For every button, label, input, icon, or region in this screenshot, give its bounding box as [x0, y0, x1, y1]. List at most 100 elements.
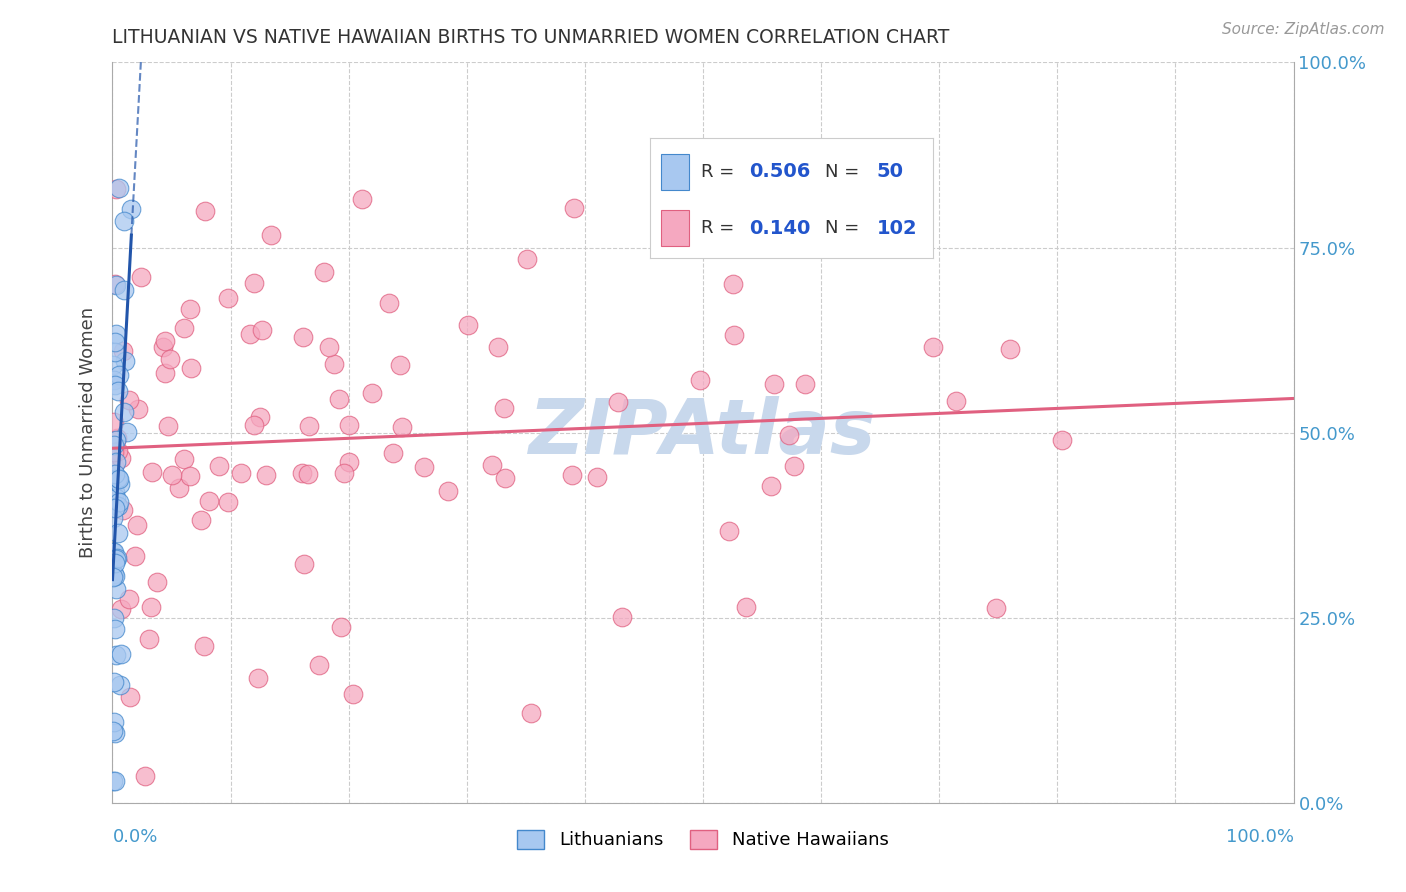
- Point: [105, 431, 128, 445]
- Point: [104, 569, 127, 583]
- Point: [190, 513, 212, 527]
- Point: [761, 479, 783, 493]
- Point: [104, 433, 127, 447]
- Point: [115, 425, 138, 439]
- Point: [328, 392, 350, 407]
- Text: R =: R =: [700, 219, 740, 237]
- Point: [179, 301, 201, 316]
- Point: [717, 524, 740, 539]
- Point: [105, 455, 128, 469]
- Point: [159, 352, 181, 367]
- Point: [794, 376, 817, 391]
- Point: [778, 427, 800, 442]
- Point: [118, 690, 141, 704]
- Point: [153, 334, 176, 348]
- Point: [180, 360, 202, 375]
- Point: [254, 468, 277, 483]
- Point: [104, 491, 127, 505]
- Point: [333, 466, 356, 480]
- Point: [104, 278, 127, 293]
- Point: [690, 231, 713, 245]
- Text: Source: ZipAtlas.com: Source: ZipAtlas.com: [1222, 22, 1385, 37]
- Point: [922, 340, 945, 354]
- Point: [104, 277, 127, 291]
- Text: 0.506: 0.506: [749, 162, 810, 181]
- Point: [124, 549, 146, 564]
- Point: [112, 344, 135, 359]
- Point: [247, 671, 270, 685]
- Point: [103, 373, 125, 387]
- Point: [173, 451, 195, 466]
- Point: [173, 320, 195, 334]
- Point: [945, 393, 967, 408]
- Point: [481, 458, 503, 472]
- Point: [105, 648, 128, 662]
- Point: [107, 181, 129, 195]
- Point: [160, 468, 183, 483]
- Point: [783, 459, 806, 474]
- Point: [104, 467, 127, 482]
- Point: [103, 416, 125, 430]
- Point: [562, 201, 585, 215]
- Point: [108, 678, 131, 692]
- Legend: Lithuanians, Native Hawaiians: Lithuanians, Native Hawaiians: [510, 823, 896, 856]
- Point: [243, 417, 266, 432]
- Point: [108, 472, 131, 486]
- Point: [120, 202, 142, 216]
- Point: [110, 647, 132, 661]
- Point: [105, 182, 128, 196]
- Point: [118, 393, 141, 408]
- Point: [193, 639, 215, 653]
- Point: [103, 567, 125, 582]
- Point: [292, 557, 315, 571]
- Point: [413, 459, 436, 474]
- Point: [607, 394, 630, 409]
- Point: [105, 582, 128, 597]
- Text: 0.0%: 0.0%: [112, 828, 157, 846]
- Point: [342, 687, 364, 701]
- Point: [101, 544, 124, 558]
- Bar: [661, 153, 689, 190]
- Point: [103, 674, 125, 689]
- Point: [101, 358, 124, 372]
- Point: [108, 368, 131, 383]
- Point: [329, 620, 352, 634]
- Text: LITHUANIAN VS NATIVE HAWAIIAN BIRTHS TO UNMARRIED WOMEN CORRELATION CHART: LITHUANIAN VS NATIVE HAWAIIAN BIRTHS TO …: [112, 28, 950, 47]
- Point: [104, 501, 127, 516]
- Point: [337, 455, 360, 469]
- Text: ZIPAtlas: ZIPAtlas: [529, 396, 877, 469]
- Point: [984, 601, 1007, 615]
- Point: [104, 344, 127, 359]
- Point: [103, 458, 125, 473]
- Point: [110, 450, 132, 465]
- Point: [108, 476, 131, 491]
- Text: N =: N =: [825, 219, 866, 237]
- Point: [156, 419, 179, 434]
- Point: [167, 481, 190, 495]
- Point: [127, 518, 149, 533]
- Text: 0.140: 0.140: [749, 219, 810, 237]
- Point: [308, 658, 330, 673]
- Point: [243, 276, 266, 290]
- Point: [486, 340, 509, 354]
- Point: [318, 340, 340, 354]
- Text: 102: 102: [876, 219, 917, 237]
- Point: [104, 327, 127, 342]
- Point: [516, 252, 538, 266]
- Point: [107, 499, 129, 513]
- Point: [198, 493, 221, 508]
- Point: [101, 773, 124, 788]
- Point: [112, 213, 135, 227]
- Point: [763, 376, 786, 391]
- Point: [721, 277, 744, 292]
- Point: [492, 401, 515, 415]
- Point: [217, 495, 239, 509]
- Point: [239, 327, 262, 342]
- Point: [101, 723, 124, 738]
- Bar: [661, 210, 689, 246]
- Point: [103, 714, 125, 729]
- Point: [108, 495, 131, 509]
- Point: [127, 402, 149, 417]
- Point: [103, 611, 125, 625]
- Point: [104, 378, 127, 392]
